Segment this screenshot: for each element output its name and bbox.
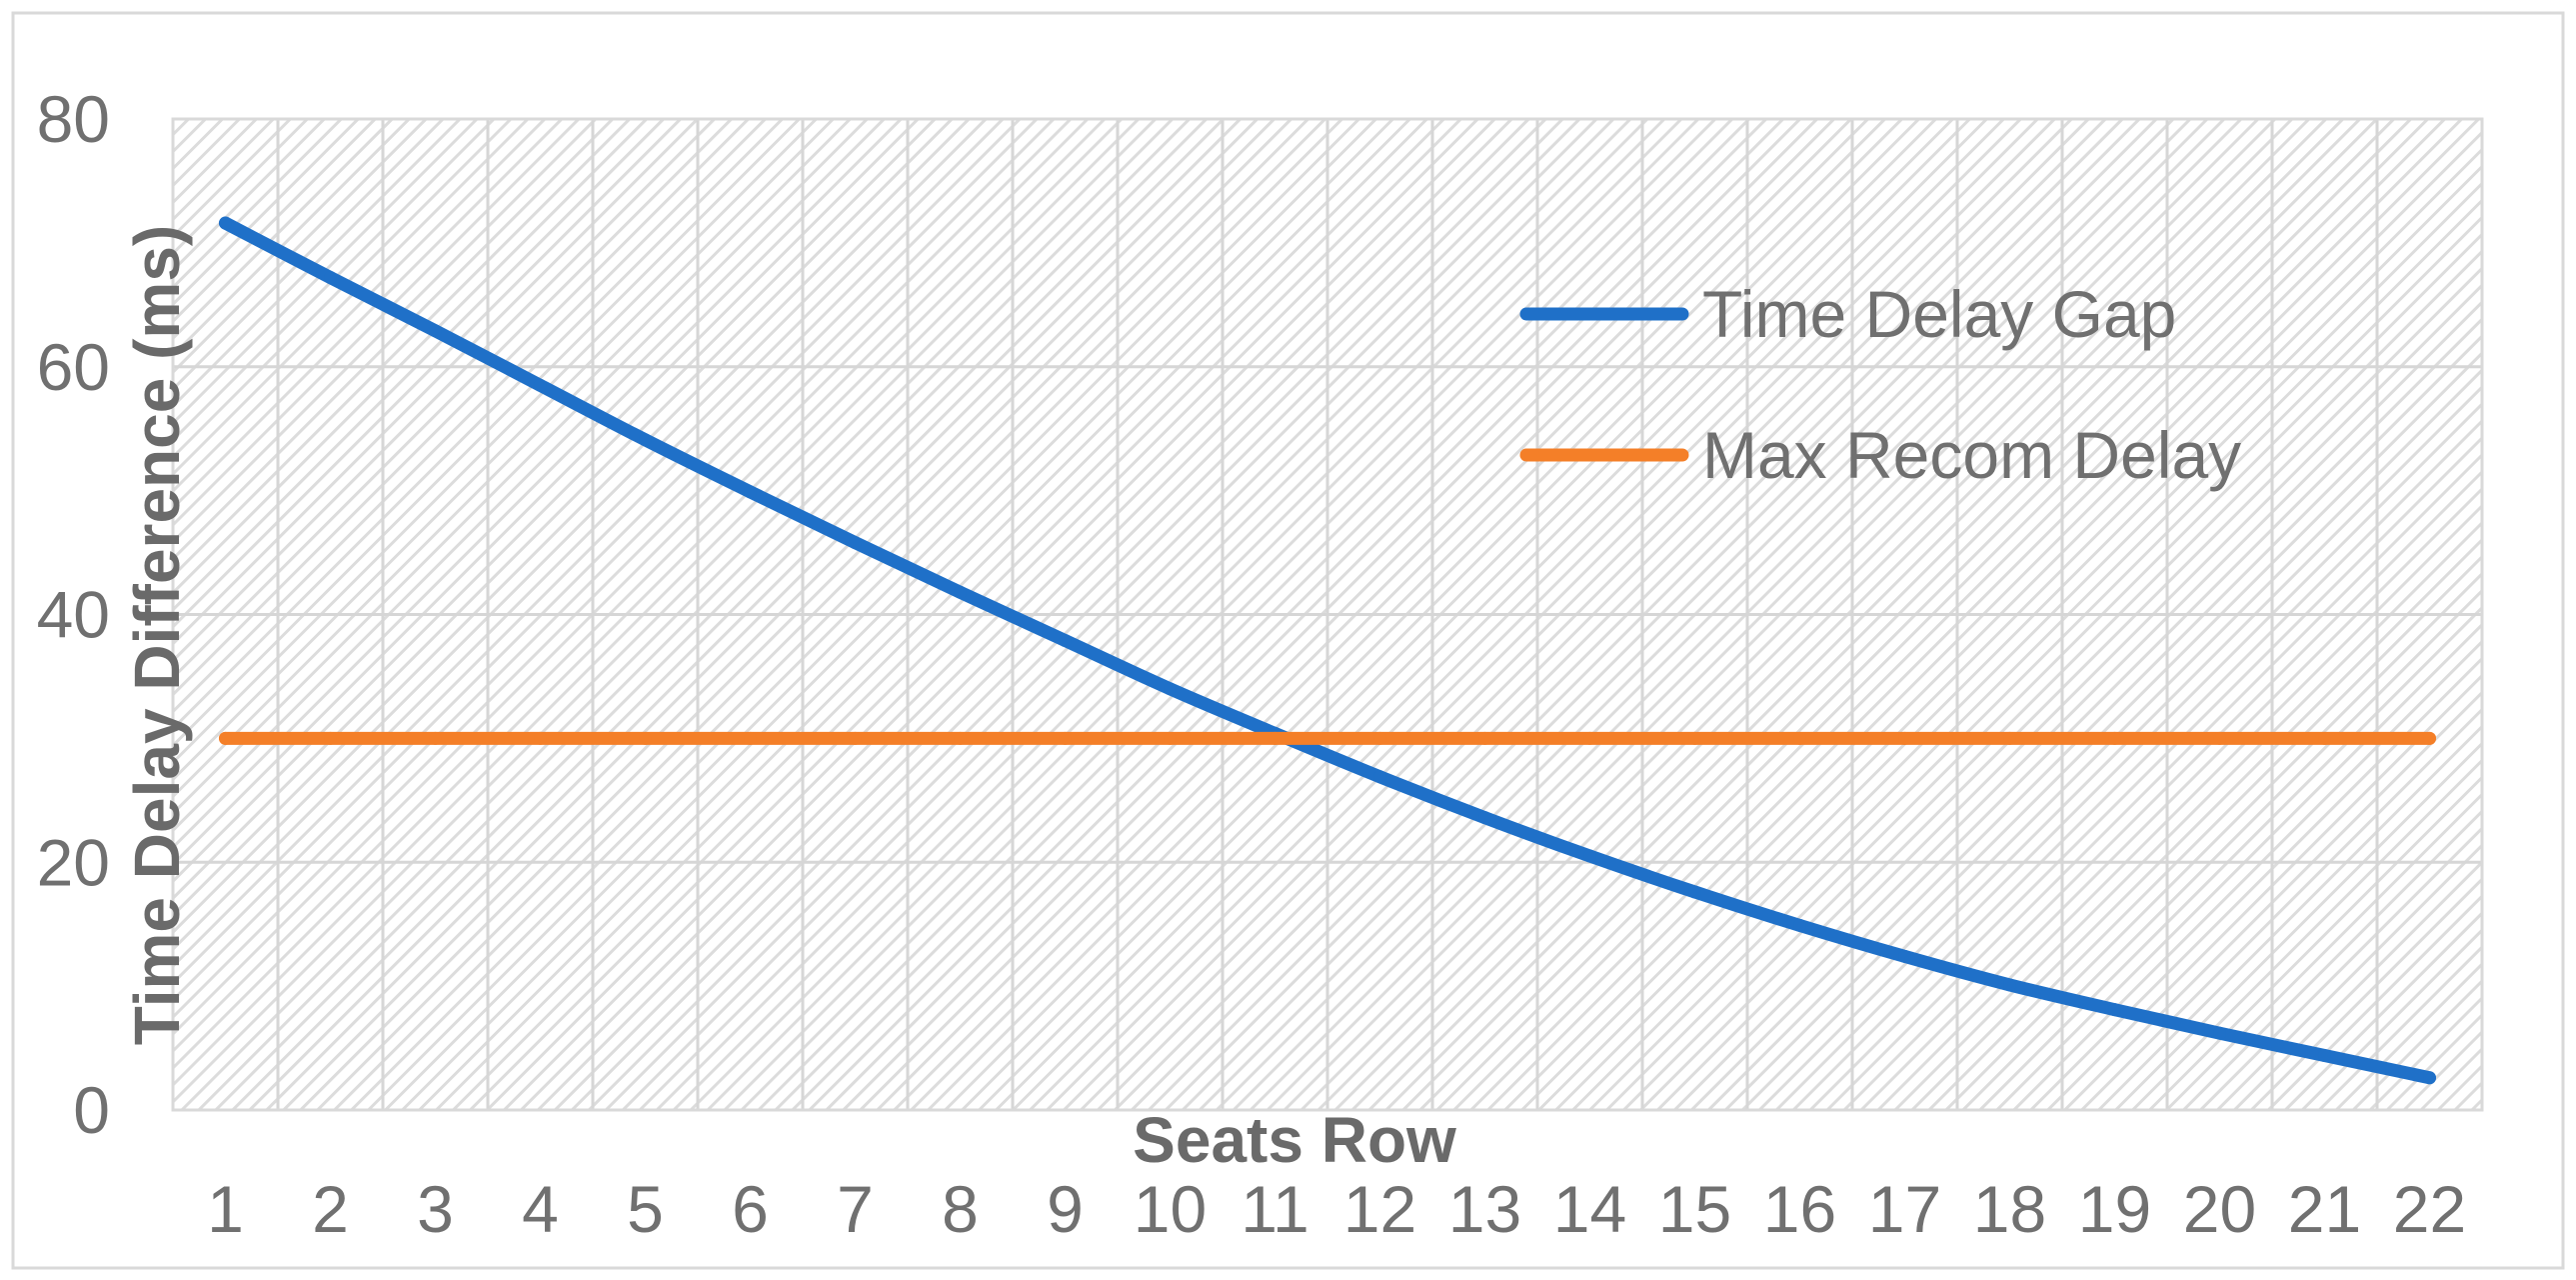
data-point bbox=[1164, 731, 1177, 745]
x-tick-label: 4 bbox=[522, 1172, 559, 1246]
y-tick-label: 20 bbox=[37, 825, 110, 899]
data-point bbox=[429, 324, 442, 338]
x-tick-label: 6 bbox=[732, 1172, 769, 1246]
data-point bbox=[324, 731, 337, 745]
x-tick-label: 22 bbox=[2393, 1172, 2466, 1246]
x-tick-label: 14 bbox=[1553, 1172, 1626, 1246]
data-point bbox=[324, 271, 337, 285]
data-point bbox=[2213, 1026, 2226, 1040]
data-point bbox=[2003, 731, 2016, 745]
data-point bbox=[744, 731, 757, 745]
data-point bbox=[534, 378, 547, 392]
data-point bbox=[1059, 634, 1072, 648]
data-point bbox=[1793, 731, 1806, 745]
legend-item-max-recom-delay: Max Recom Delay bbox=[1519, 418, 2241, 492]
y-axis-tick-labels: 0 20 40 60 80 bbox=[37, 82, 110, 1147]
data-point bbox=[744, 485, 757, 499]
y-tick-label: 80 bbox=[37, 82, 110, 156]
x-tick-label: 7 bbox=[837, 1172, 874, 1246]
series-layer bbox=[219, 216, 2436, 1085]
data-point bbox=[1478, 811, 1491, 825]
data-point bbox=[849, 731, 862, 745]
x-tick-label: 17 bbox=[1868, 1172, 1941, 1246]
data-point bbox=[2213, 731, 2226, 745]
y-tick-label: 0 bbox=[73, 1073, 110, 1147]
data-point bbox=[219, 216, 232, 230]
data-point bbox=[1898, 949, 1911, 963]
x-axis-title: Seats Row bbox=[1133, 1104, 1456, 1176]
series-time-delay-gap bbox=[219, 216, 2436, 1085]
data-point bbox=[2423, 1071, 2436, 1085]
x-tick-label: 9 bbox=[1047, 1172, 1084, 1246]
data-point bbox=[1688, 885, 1701, 899]
x-tick-label: 3 bbox=[417, 1172, 454, 1246]
data-point bbox=[1793, 918, 1806, 932]
data-point bbox=[1373, 770, 1386, 784]
x-tick-label: 18 bbox=[1973, 1172, 2046, 1246]
legend-label: Max Recom Delay bbox=[1702, 418, 2241, 492]
data-point bbox=[1164, 682, 1177, 696]
legend-item-time-delay-gap: Time Delay Gap bbox=[1519, 277, 2176, 351]
x-tick-label: 2 bbox=[312, 1172, 349, 1246]
x-tick-label: 16 bbox=[1763, 1172, 1836, 1246]
data-point bbox=[1583, 731, 1596, 745]
data-point bbox=[534, 731, 547, 745]
data-point bbox=[2108, 1003, 2121, 1017]
data-point bbox=[429, 731, 442, 745]
data-point bbox=[1898, 731, 1911, 745]
data-point bbox=[1688, 731, 1701, 745]
x-tick-label: 5 bbox=[627, 1172, 664, 1246]
data-point bbox=[2003, 978, 2016, 992]
legend-label: Time Delay Gap bbox=[1702, 277, 2176, 351]
data-point bbox=[1583, 849, 1596, 863]
legend: Time Delay Gap Max Recom Delay bbox=[1519, 277, 2241, 492]
data-point bbox=[954, 585, 967, 599]
y-tick-label: 60 bbox=[37, 330, 110, 404]
data-point bbox=[1373, 731, 1386, 745]
data-point bbox=[1269, 731, 1282, 745]
x-tick-label: 1 bbox=[207, 1172, 244, 1246]
series-line-time-delay-gap bbox=[219, 216, 2436, 1085]
y-tick-label: 40 bbox=[37, 578, 110, 652]
data-point bbox=[219, 731, 232, 745]
x-tick-label: 21 bbox=[2288, 1172, 2361, 1246]
data-point bbox=[639, 731, 652, 745]
x-tick-label: 12 bbox=[1343, 1172, 1416, 1246]
data-point bbox=[2423, 731, 2436, 745]
y-axis-title: Time Delay Difference (ms) bbox=[121, 225, 193, 1045]
plot-area-border bbox=[171, 117, 2484, 1112]
data-point bbox=[639, 433, 652, 447]
data-point bbox=[849, 536, 862, 550]
x-tick-label: 13 bbox=[1448, 1172, 1521, 1246]
data-point bbox=[954, 731, 967, 745]
x-tick-label: 11 bbox=[1241, 1172, 1309, 1246]
data-point bbox=[1478, 731, 1491, 745]
x-tick-label: 15 bbox=[1658, 1172, 1731, 1246]
x-tick-label: 10 bbox=[1134, 1172, 1207, 1246]
data-point bbox=[1059, 731, 1072, 745]
x-tick-label: 20 bbox=[2183, 1172, 2256, 1246]
x-tick-label: 8 bbox=[942, 1172, 979, 1246]
x-axis-tick-labels: 1 2 3 4 5 6 7 8 9 10 11 12 13 14 15 16 17 18 19 20 21 22 bbox=[207, 1172, 2466, 1246]
series-max-recom-delay bbox=[219, 731, 2436, 745]
x-tick-label: 19 bbox=[2078, 1172, 2151, 1246]
data-point bbox=[2318, 1048, 2331, 1062]
data-point bbox=[2318, 731, 2331, 745]
data-point bbox=[2108, 731, 2121, 745]
